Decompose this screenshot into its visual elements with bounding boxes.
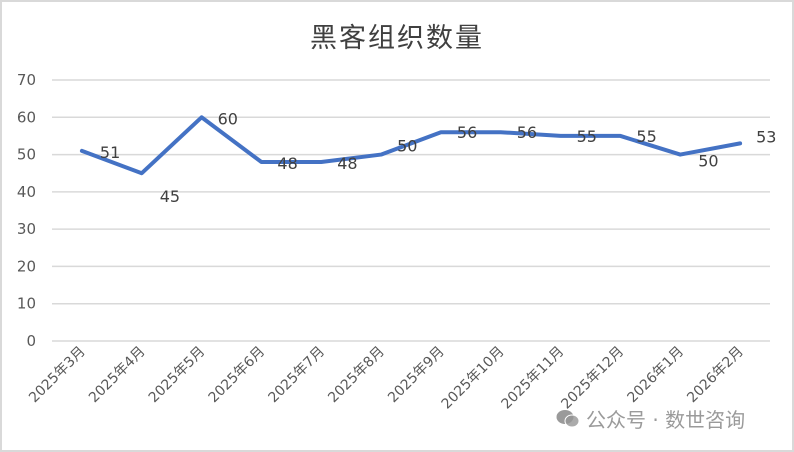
x-tick-label: 2025年3月 bbox=[26, 344, 89, 407]
data-label: 55 bbox=[636, 127, 656, 146]
x-tick-label: 2025年4月 bbox=[86, 344, 149, 407]
data-label: 51 bbox=[100, 143, 120, 162]
y-axis-ticks: 0 10 20 30 40 50 60 70 bbox=[17, 71, 36, 350]
y-tick-label: 30 bbox=[17, 220, 36, 238]
x-tick-label: 2025年11月 bbox=[499, 344, 568, 413]
data-label: 55 bbox=[577, 127, 597, 146]
x-tick-label: 2026年2月 bbox=[684, 344, 747, 407]
x-tick-label: 2026年1月 bbox=[624, 344, 687, 407]
x-tick-label: 2025年10月 bbox=[439, 344, 508, 413]
data-label: 60 bbox=[218, 109, 238, 128]
series-line bbox=[79, 115, 743, 176]
x-tick-label: 2025年5月 bbox=[146, 344, 209, 407]
gridlines bbox=[52, 79, 770, 342]
y-tick-label: 70 bbox=[17, 71, 36, 89]
x-tick-label: 2025年7月 bbox=[265, 344, 328, 407]
y-tick-label: 20 bbox=[17, 257, 36, 275]
data-labels: 51 45 60 48 48 50 56 56 55 55 50 53 bbox=[100, 109, 777, 206]
data-label: 50 bbox=[397, 137, 417, 156]
data-label: 50 bbox=[698, 152, 718, 171]
wechat-icon bbox=[556, 409, 580, 429]
x-tick-label: 2025年6月 bbox=[206, 344, 269, 407]
data-label: 56 bbox=[457, 123, 477, 142]
x-tick-label: 2025年12月 bbox=[558, 344, 627, 413]
watermark-text: 公众号 · 数世咨询 bbox=[586, 408, 746, 432]
y-tick-label: 10 bbox=[17, 295, 36, 313]
data-label: 45 bbox=[160, 187, 180, 206]
x-tick-label: 2025年9月 bbox=[385, 344, 448, 407]
y-tick-label: 50 bbox=[17, 146, 36, 164]
x-axis-ticks: 2025年3月2025年4月2025年5月2025年6月2025年7月2025年… bbox=[26, 344, 747, 413]
x-tick-label: 2025年8月 bbox=[325, 344, 388, 407]
data-label: 48 bbox=[337, 154, 357, 173]
data-label: 53 bbox=[756, 127, 776, 146]
y-tick-label: 60 bbox=[17, 108, 36, 126]
data-label: 56 bbox=[517, 123, 537, 142]
data-label: 48 bbox=[277, 154, 297, 173]
y-tick-label: 0 bbox=[26, 332, 36, 350]
chart-title: 黑客组织数量 bbox=[310, 23, 484, 54]
watermark: 公众号 · 数世咨询 bbox=[556, 404, 745, 433]
y-tick-label: 40 bbox=[17, 183, 36, 201]
